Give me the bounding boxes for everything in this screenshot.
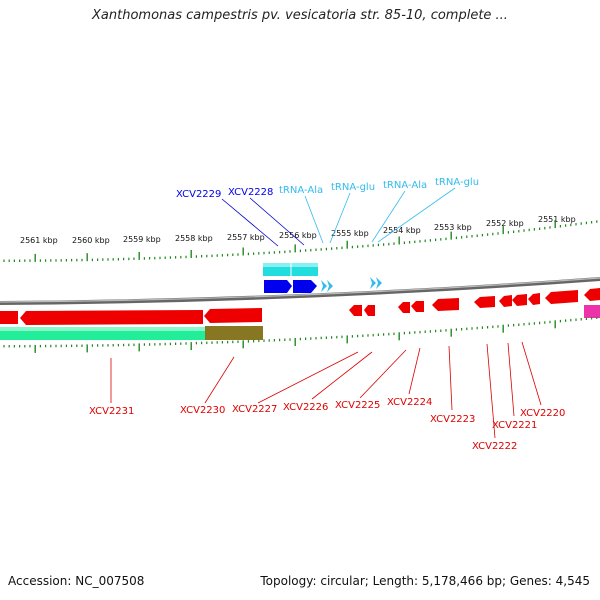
reverse-gene[interactable] bbox=[204, 308, 262, 323]
leader-line bbox=[329, 192, 351, 244]
reverse-gene-label[interactable]: XCV2224 bbox=[387, 397, 432, 408]
reverse-gene-label[interactable]: XCV2230 bbox=[180, 405, 225, 416]
forward-gene[interactable] bbox=[264, 280, 292, 293]
leader-line bbox=[304, 195, 324, 244]
cyan-track bbox=[263, 263, 318, 276]
reverse-gene[interactable] bbox=[432, 298, 459, 311]
accession-text: Accession: NC_007508 bbox=[8, 574, 145, 588]
leader-line bbox=[311, 351, 373, 400]
leader-line bbox=[377, 187, 456, 243]
reverse-labels: XCV2231 XCV2230 XCV2227 XCV2226 XCV2225 … bbox=[89, 341, 565, 452]
kbp-label: 2552 kbp bbox=[486, 219, 524, 228]
kbp-label: 2553 kbp bbox=[434, 223, 472, 232]
leader-line bbox=[249, 197, 305, 246]
reverse-gene[interactable] bbox=[398, 302, 410, 313]
forward-gene-label[interactable]: XCV2228 bbox=[228, 187, 273, 198]
reverse-gene-label[interactable]: XCV2220 bbox=[520, 408, 565, 419]
forward-gene[interactable] bbox=[293, 280, 317, 293]
reverse-gene-label[interactable]: XCV2225 bbox=[335, 400, 380, 411]
reverse-gene[interactable] bbox=[499, 295, 512, 307]
reverse-gene-label[interactable]: XCV2231 bbox=[89, 406, 134, 417]
reverse-gene-label[interactable]: XCV2227 bbox=[232, 404, 277, 415]
kbp-labels: 2561 kbp 2560 kbp 2559 kbp 2558 kbp 2557… bbox=[20, 215, 576, 245]
leader-line bbox=[408, 347, 421, 395]
reverse-gene[interactable] bbox=[474, 296, 495, 308]
top-scale: 2561 kbp 2560 kbp 2559 kbp 2558 kbp 2557… bbox=[3, 215, 598, 262]
olive-feature[interactable] bbox=[205, 326, 263, 340]
trna-label[interactable]: tRNA-glu bbox=[435, 177, 479, 188]
trna-label[interactable]: tRNA-Ala bbox=[279, 185, 323, 196]
kbp-label: 2558 kbp bbox=[175, 234, 213, 243]
leader-line bbox=[448, 345, 453, 411]
green-feature-shade bbox=[0, 327, 205, 331]
kbp-label: 2559 kbp bbox=[123, 235, 161, 244]
leader-line bbox=[521, 341, 542, 406]
reverse-gene-label[interactable]: XCV2222 bbox=[472, 441, 517, 452]
kbp-label: 2561 kbp bbox=[20, 236, 58, 245]
reverse-gene[interactable] bbox=[512, 294, 527, 306]
forward-labels: XCV2229 XCV2228 tRNA-Ala tRNA-glu tRNA-A… bbox=[176, 177, 479, 247]
trna-label[interactable]: tRNA-glu bbox=[331, 182, 375, 193]
bottom-tracks bbox=[0, 305, 600, 340]
reverse-gene-label[interactable]: XCV2223 bbox=[430, 414, 475, 425]
leader-line bbox=[257, 351, 359, 404]
kbp-label: 2557 kbp bbox=[227, 233, 265, 242]
top-scale-ticks bbox=[3, 220, 598, 262]
reverse-gene[interactable] bbox=[411, 301, 424, 312]
kbp-label: 2554 kbp bbox=[383, 226, 421, 235]
trna-chevron[interactable] bbox=[370, 277, 376, 289]
reverse-gene[interactable] bbox=[364, 305, 375, 316]
magenta-feature[interactable] bbox=[584, 305, 600, 318]
leader-line bbox=[486, 343, 496, 439]
trna-chevron[interactable] bbox=[321, 280, 327, 292]
leader-line bbox=[507, 342, 515, 417]
genome-backbone bbox=[0, 277, 600, 305]
reverse-gene[interactable] bbox=[349, 305, 362, 316]
genome-title: Xanthomonas campestris pv. vesicatoria s… bbox=[92, 8, 508, 23]
forward-genes bbox=[264, 277, 382, 293]
leader-line bbox=[204, 356, 235, 404]
reverse-gene-label[interactable]: XCV2226 bbox=[283, 402, 328, 413]
leader-line bbox=[371, 190, 406, 243]
forward-gene-label[interactable]: XCV2229 bbox=[176, 189, 221, 200]
leader-line bbox=[359, 349, 407, 399]
reverse-gene[interactable] bbox=[0, 311, 18, 324]
reverse-gene[interactable] bbox=[528, 293, 540, 305]
reverse-gene[interactable] bbox=[20, 310, 203, 325]
genome-backbone-highlight bbox=[0, 277, 600, 303]
kbp-label: 2556 kbp bbox=[279, 231, 317, 240]
kbp-label: 2555 kbp bbox=[331, 229, 369, 238]
genome-stats: Topology: circular; Length: 5,178,466 bp… bbox=[260, 574, 590, 588]
reverse-gene[interactable] bbox=[545, 290, 578, 304]
trna-label[interactable]: tRNA-Ala bbox=[383, 180, 427, 191]
kbp-label: 2560 kbp bbox=[72, 236, 110, 245]
reverse-gene-label[interactable]: XCV2221 bbox=[492, 420, 537, 431]
reverse-genes bbox=[0, 288, 600, 325]
trna-chevron[interactable] bbox=[376, 277, 382, 289]
reverse-gene[interactable] bbox=[584, 288, 600, 301]
bottom-scale-ticks bbox=[3, 316, 598, 353]
kbp-label: 2551 kbp bbox=[538, 215, 576, 224]
leader-line bbox=[221, 198, 279, 247]
trna-chevron[interactable] bbox=[327, 280, 333, 292]
